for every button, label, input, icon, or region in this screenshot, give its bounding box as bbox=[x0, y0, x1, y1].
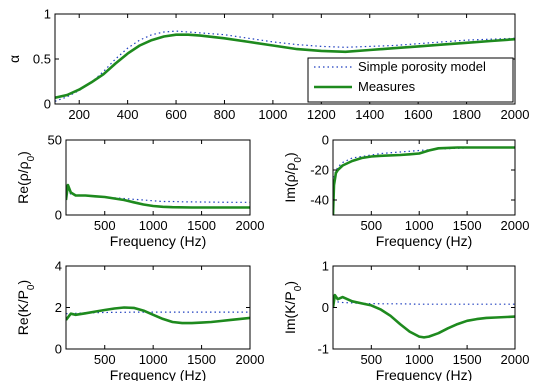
x-tick-label: 1800 bbox=[452, 107, 481, 122]
x-axis-label: Frequency (Hz) bbox=[110, 367, 206, 381]
y-tick-label: 0 bbox=[322, 300, 329, 315]
x-tick-label: 1500 bbox=[453, 352, 482, 367]
y-axis-label: Im(K/P0) bbox=[282, 281, 304, 334]
y-tick-label: 0 bbox=[322, 133, 329, 148]
x-tick-label: 1000 bbox=[405, 352, 434, 367]
legend-box bbox=[307, 57, 514, 103]
subplot-5: 500 1000 1500 2000 -1 0 1 Im(K/P0) Frequency (Hz… bbox=[282, 259, 529, 381]
y-tick-label: 0 bbox=[55, 208, 62, 223]
measures-line bbox=[55, 33, 515, 99]
x-tick-label: 1000 bbox=[258, 107, 287, 122]
x-tick-label: 2000 bbox=[236, 352, 265, 367]
subplot-2: 500 1000 1500 2000 0 50 Re(ρ/ρ0) Frequency (Hz) bbox=[15, 133, 264, 250]
y-tick-label: 4 bbox=[55, 259, 62, 274]
x-tick-label: 1500 bbox=[187, 352, 216, 367]
model-line bbox=[333, 300, 515, 305]
axes-box bbox=[65, 265, 251, 350]
x-tick-label: 1000 bbox=[405, 218, 434, 233]
x-tick-label: 1600 bbox=[404, 107, 433, 122]
series-group bbox=[333, 293, 515, 339]
series-group bbox=[55, 30, 515, 102]
measures-line bbox=[333, 146, 515, 215]
x-axis-label: Frequency (Hz) bbox=[376, 367, 472, 381]
y-tick-label: 50 bbox=[48, 133, 62, 148]
y-tick-label: 0 bbox=[44, 97, 51, 112]
x-tick-label: 1400 bbox=[355, 107, 384, 122]
x-tick-label: 1500 bbox=[453, 218, 482, 233]
x-tick-label: 1500 bbox=[187, 218, 216, 233]
x-axis-label: Frequency (Hz) bbox=[376, 233, 472, 249]
y-tick-label: 1 bbox=[322, 259, 329, 274]
measures-line bbox=[66, 183, 250, 209]
x-tick-label: 200 bbox=[68, 107, 90, 122]
y-axis-label: α bbox=[6, 55, 22, 63]
series-group bbox=[66, 183, 250, 209]
x-tick-label: 2000 bbox=[501, 107, 530, 122]
x-tick-label: 1200 bbox=[307, 107, 336, 122]
legend-label: Simple porosity model bbox=[358, 59, 486, 74]
x-axis-label: Frequency (Hz) bbox=[110, 233, 206, 249]
x-tick-label: 600 bbox=[165, 107, 187, 122]
legend: Simple porosity model Measures bbox=[307, 57, 514, 103]
series-group bbox=[333, 146, 515, 215]
series-group bbox=[66, 306, 250, 325]
x-tick-label: 1000 bbox=[139, 352, 168, 367]
y-tick-label: 0 bbox=[55, 342, 62, 357]
x-tick-label: 2000 bbox=[501, 352, 530, 367]
subplot-3: 500 1000 1500 2000 -40 -20 0 Im(ρ/ρ0) Frequency … bbox=[282, 133, 529, 250]
legend-label: Measures bbox=[358, 79, 416, 94]
x-tick-label: 500 bbox=[94, 218, 116, 233]
y-axis-label: Re(K/P0) bbox=[15, 280, 37, 335]
x-tick-label: 500 bbox=[360, 218, 382, 233]
x-tick-label: 500 bbox=[360, 352, 382, 367]
x-tick-label: 2000 bbox=[236, 218, 265, 233]
subplot-1: 200 400 600 800 1000 1200 1400 1600 1800 2000 0 0.5… bbox=[6, 7, 529, 123]
model-line bbox=[55, 30, 515, 102]
subplot-4: 500 1000 1500 2000 0 2 4 Re(K/P0) Frequency (Hz) bbox=[15, 259, 264, 381]
y-tick-label: 2 bbox=[55, 300, 62, 315]
y-axis-label: Re(ρ/ρ0) bbox=[15, 151, 37, 204]
x-tick-label: 1000 bbox=[139, 218, 168, 233]
x-tick-label: 400 bbox=[117, 107, 139, 122]
y-tick-label: 0.5 bbox=[33, 52, 51, 67]
x-tick-label: 800 bbox=[214, 107, 236, 122]
axes-box bbox=[65, 139, 251, 216]
measures-line bbox=[66, 306, 250, 325]
measures-line bbox=[333, 293, 515, 339]
y-axis-label: Im(ρ/ρ0) bbox=[282, 152, 304, 202]
y-tick-label: 1 bbox=[44, 7, 51, 22]
y-tick-label: -40 bbox=[310, 193, 329, 208]
y-tick-label: -20 bbox=[310, 163, 329, 178]
y-tick-label: -1 bbox=[317, 342, 329, 357]
x-tick-label: 500 bbox=[94, 352, 116, 367]
axes-box bbox=[332, 139, 516, 216]
x-tick-label: 2000 bbox=[501, 218, 530, 233]
